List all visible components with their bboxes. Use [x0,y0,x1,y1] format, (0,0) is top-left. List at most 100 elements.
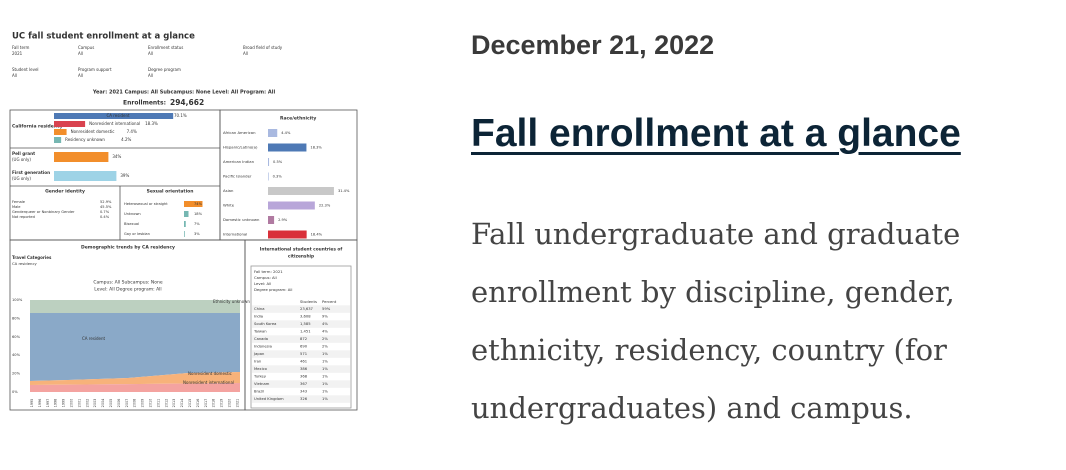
x-tick-label: 2018 [212,399,216,408]
row-label: 0.5% [273,160,283,164]
y-tick-label: 80% [12,316,21,320]
column-header: Students [300,299,317,304]
table-cell: Taiwan [253,330,267,334]
section-note: (UG only) [12,157,31,162]
area-label: CA resident [82,336,106,341]
filter-label: Campus [78,45,94,50]
table-cell: Japan [253,352,265,356]
x-tick-label: 2009 [141,399,145,408]
row-label: 4.4% [281,131,291,135]
table-filter: Fall term: 2021 [254,269,283,274]
row-label: 2.9% [278,218,288,222]
row-name: White [223,203,235,208]
x-tick-label: 2010 [149,399,153,408]
article-date: December 21, 2022 [471,30,715,60]
x-tick-label: 2001 [77,399,81,408]
table-cell: 59% [322,307,331,311]
row-label: 0.3% [273,175,283,179]
row-label: 18.3% [310,146,322,150]
table-cell: India [254,315,263,319]
row-name: Asian [223,188,234,193]
bar [268,143,307,152]
table-cell: 4% [322,322,328,326]
row-name: Bisexual [124,222,139,226]
table-cell: 1% [322,397,328,401]
table-cell: 1% [322,352,328,356]
description-line: enrollment by discipline, gender, [471,275,955,309]
row-label: 18.4% [311,233,323,237]
description-line: Fall undergraduate and graduate [471,217,961,251]
trend-areas [30,300,240,392]
row-name: Genderqueer or Nonbinary Gender [12,210,75,214]
y-tick-label: 0% [12,390,18,394]
enrollments-label: Enrollments: [123,100,166,107]
bar [184,231,185,237]
bar-label: 39% [120,173,129,178]
column-header: Percent [322,299,337,304]
table-cell: 1% [322,375,328,379]
x-tick-label: 2015 [188,399,192,408]
x-tick-label: 1997 [46,399,50,408]
bar-label: 34% [112,154,121,159]
bar [268,129,278,137]
x-tick-label: 2008 [133,399,137,408]
table-cell: 461 [300,360,307,364]
description-line: undergraduates) and campus. [471,391,913,425]
bar [54,129,67,135]
bar [184,221,186,227]
table-filter: Level: All [254,281,271,286]
bar-label: 70.1% [174,113,187,118]
table-cell: Turkey [253,375,267,379]
row-name: Pacific Islander [223,174,252,179]
row-name: International [223,232,247,237]
bar-name: CA resident [106,113,130,118]
table-cell: 1% [322,382,328,386]
filter-value: All [12,73,17,78]
section-title: Gender identity [45,189,85,195]
y-tick-label: 40% [12,353,21,357]
bar [54,137,62,143]
filter-label: Enrollment status [148,45,183,50]
filter-value: All [148,51,153,56]
y-tick-label: 20% [12,372,21,376]
table-cell: 1% [322,390,328,394]
table-cell: 1,451 [300,330,311,334]
bar [54,121,86,127]
bar [268,230,307,239]
row-name: African American [223,130,256,135]
bar-name: Nonresident domestic [71,129,115,134]
article-title-link[interactable]: Fall enrollment at a glance [471,112,961,155]
row-stripe [252,395,350,403]
table-cell: 690 [300,345,308,349]
section-title: citizenship [288,254,314,260]
bar [268,187,334,195]
section-title: California residency [12,124,63,130]
row-name: Gay or lesbian [124,232,150,236]
x-tick-label: 2012 [164,399,168,408]
table-cell: 571 [300,352,307,356]
row-name: Unknown [124,212,141,216]
row-name: Hispanic/Latino(a) [223,145,258,150]
x-tick-label: 2005 [109,399,113,408]
row-stripe [252,335,350,343]
x-tick-label: 2016 [196,399,200,408]
section-title: Pell grant [12,151,35,156]
article-description: Fall undergraduate and graduate enrollmen… [471,205,960,437]
trend-filter: Campus: All Subcampus: None [93,280,162,286]
enrollments-value: 294,662 [170,98,204,107]
table-cell: 4% [322,330,328,334]
table-cell: 1,585 [300,322,311,326]
bar-label: 18.3% [145,121,158,126]
table-cell: 23,637 [300,307,314,311]
table-cell: 1% [322,367,328,371]
row-name: Female [12,200,26,204]
x-tick-label: 1995 [30,399,34,408]
filter-value: All [78,51,83,56]
row-label: 18% [194,212,203,216]
row-label: 74% [194,202,203,206]
x-tick-label: 2011 [156,399,160,408]
x-tick-label: 2006 [117,399,121,408]
section-title: Race/ethnicity [280,116,316,122]
table-cell: 343 [300,390,308,394]
